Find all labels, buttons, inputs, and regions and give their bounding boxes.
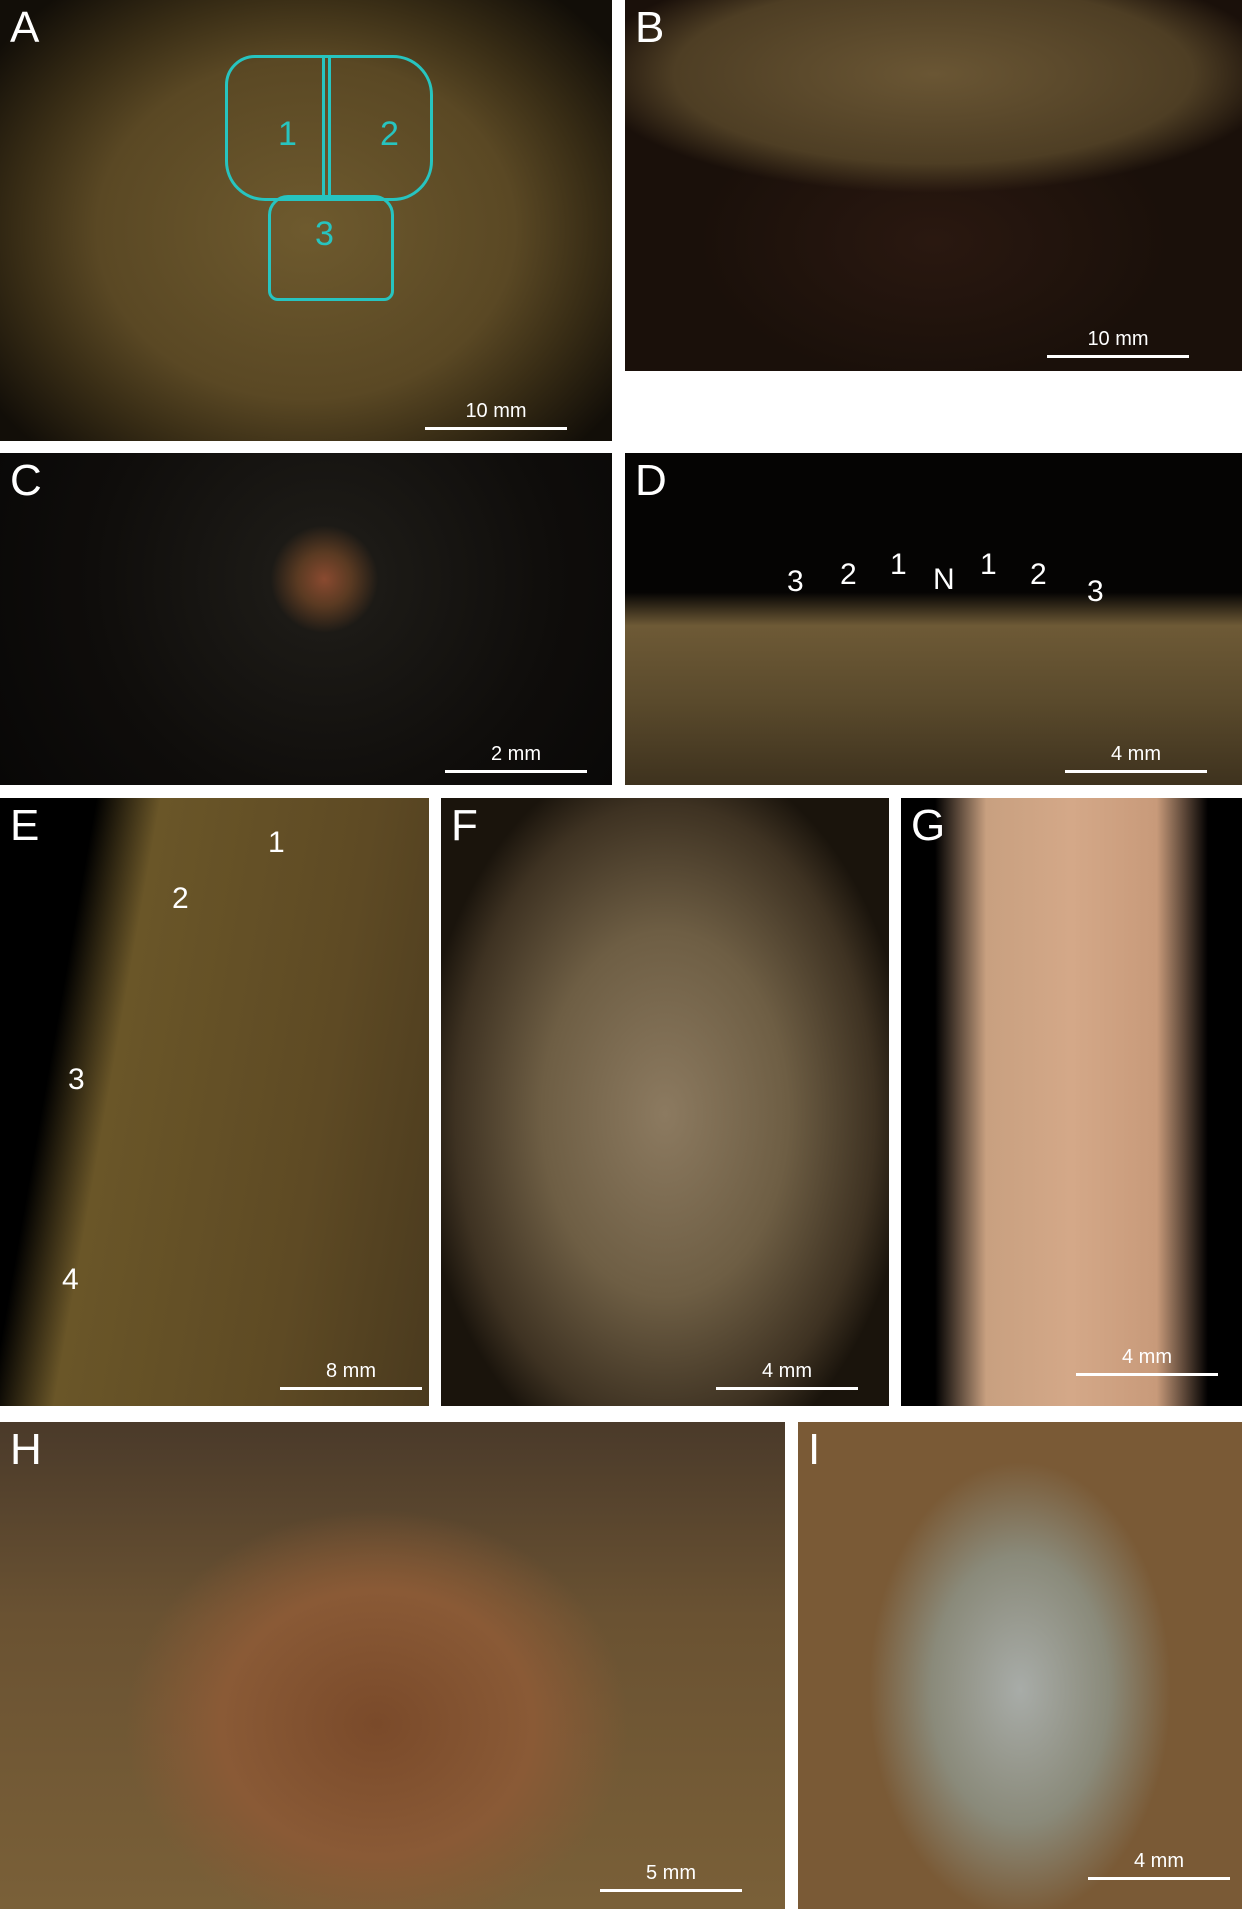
scale-bar: 4 mm xyxy=(1065,743,1207,773)
panel-label: F xyxy=(451,801,478,850)
region-outline-2 xyxy=(322,55,433,201)
panel-d-frontal-margin: D 3 2 1 N 1 2 3 4 mm xyxy=(625,453,1242,785)
region-label-2: 2 xyxy=(380,115,399,153)
panel-b-frontal-view: B 10 mm xyxy=(625,0,1242,371)
tooth-label-right-3: 3 xyxy=(1087,575,1104,608)
panel-h-mouthparts: H 5 mm xyxy=(0,1422,785,1909)
scale-bar: 4 mm xyxy=(1076,1346,1218,1376)
panel-g-abdomen: G 4 mm xyxy=(901,798,1242,1406)
panel-label: I xyxy=(808,1425,821,1474)
scale-bar-label: 10 mm xyxy=(465,400,527,422)
scale-bar: 8 mm xyxy=(280,1360,422,1390)
sternum-photo xyxy=(441,798,889,1406)
scale-bar-label: 2 mm xyxy=(491,743,541,765)
tooth-label-4: 4 xyxy=(62,1263,79,1296)
scale-bar-label: 8 mm xyxy=(326,1360,376,1382)
scale-bar-label: 5 mm xyxy=(646,1862,696,1884)
scale-bar: 4 mm xyxy=(716,1360,858,1390)
scale-bar-label: 4 mm xyxy=(1134,1850,1184,1872)
scale-bar-label: 4 mm xyxy=(762,1360,812,1382)
crab-eye-photo xyxy=(0,453,612,785)
frontal-margin-photo xyxy=(625,453,1242,785)
scale-bar: 10 mm xyxy=(1047,328,1189,358)
mouthparts-photo xyxy=(0,1422,785,1909)
tooth-label-left-3: 3 xyxy=(787,565,804,598)
panel-c-eye-closeup: C 2 mm xyxy=(0,453,612,785)
panel-f-ventral-sternum: F 4 mm xyxy=(441,798,889,1406)
scale-bar-label: 4 mm xyxy=(1122,1346,1172,1368)
tooth-label-2: 2 xyxy=(172,882,189,915)
abdomen-photo xyxy=(901,798,1242,1406)
panel-label: H xyxy=(10,1425,42,1474)
panel-label: B xyxy=(635,3,665,52)
panel-label: G xyxy=(911,801,946,850)
tooth-label-right-1: 1 xyxy=(980,548,997,581)
scale-bar: 5 mm xyxy=(600,1862,742,1892)
panel-i-ventral-plastron: I 4 mm xyxy=(798,1422,1242,1909)
panel-label: A xyxy=(10,3,40,52)
tooth-label-left-1: 1 xyxy=(890,548,907,581)
panel-label: D xyxy=(635,456,667,505)
region-outline-3 xyxy=(268,195,394,301)
region-label-3: 3 xyxy=(315,215,334,253)
tooth-label-left-2: 2 xyxy=(840,558,857,591)
scale-bar-label: 10 mm xyxy=(1087,328,1149,350)
scale-bar: 2 mm xyxy=(445,743,587,773)
anterolateral-photo xyxy=(0,798,429,1406)
region-label-1: 1 xyxy=(278,115,297,153)
panel-label: C xyxy=(10,456,42,505)
scale-bar: 10 mm xyxy=(425,400,567,430)
tooth-label-right-2: 2 xyxy=(1030,558,1047,591)
plastron-photo xyxy=(798,1422,1242,1909)
tooth-label-1: 1 xyxy=(268,826,285,859)
panel-label: E xyxy=(10,801,40,850)
scale-bar-label: 4 mm xyxy=(1111,743,1161,765)
tooth-label-3: 3 xyxy=(68,1063,85,1096)
panel-a-carapace-dorsal: A 1 2 3 10 mm xyxy=(0,0,612,441)
scale-bar: 4 mm xyxy=(1088,1850,1230,1880)
panel-e-anterolateral-margin: E 1 2 3 4 8 mm xyxy=(0,798,429,1406)
crab-frontal-photo xyxy=(625,0,1242,371)
notch-label-n: N xyxy=(933,563,955,596)
